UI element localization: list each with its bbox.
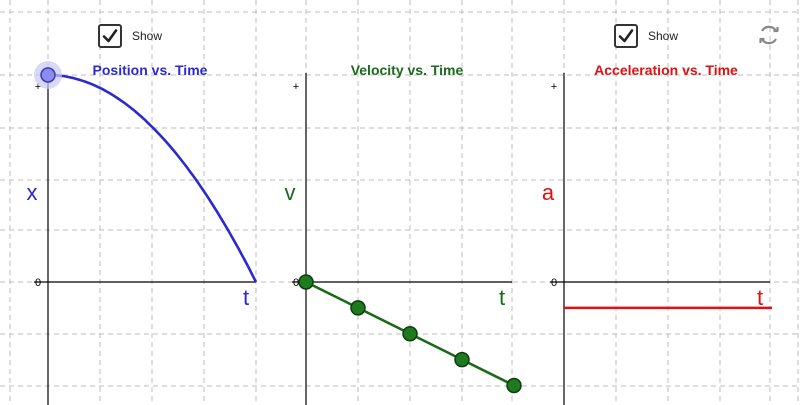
x-axis-label: t <box>757 285 763 310</box>
check-icon <box>102 29 118 43</box>
velocity-point <box>350 300 366 316</box>
x-axis-label: t <box>243 285 249 310</box>
velocity-graph: +0 Velocity vs. Time v t <box>285 62 522 405</box>
position-graph: +0 Position vs. Time x t <box>27 61 258 405</box>
y-axis-label: a <box>542 180 555 205</box>
chart-title: Velocity vs. Time <box>351 62 464 78</box>
tick-label: + <box>293 81 299 93</box>
checkbox-box[interactable] <box>614 24 638 48</box>
chart-title: Position vs. Time <box>93 62 208 78</box>
draggable-point[interactable] <box>40 67 56 83</box>
y-axis-label: v <box>285 180 296 205</box>
tick-label: + <box>35 81 41 93</box>
position-curve <box>47 73 258 283</box>
check-icon <box>618 29 634 43</box>
show-position-checkbox[interactable]: Show <box>98 24 162 48</box>
show-label: Show <box>648 29 679 43</box>
tick-label: 0 <box>293 277 299 289</box>
x-axis-label: t <box>499 285 505 310</box>
velocity-point <box>402 326 418 342</box>
refresh-icon[interactable] <box>756 22 782 48</box>
acceleration-graph: +0 Acceleration vs. Time a t <box>542 62 772 405</box>
y-axis-label: x <box>27 180 38 205</box>
checkbox-box[interactable] <box>98 24 122 48</box>
velocity-point <box>506 377 522 394</box>
show-acceleration-checkbox[interactable]: Show <box>614 24 678 48</box>
tick-label: + <box>551 81 557 93</box>
chart-title: Acceleration vs. Time <box>594 62 738 78</box>
tick-label: 0 <box>551 277 557 289</box>
tick-label: 0 <box>35 277 41 289</box>
velocity-point <box>454 351 470 368</box>
show-label: Show <box>132 29 163 43</box>
velocity-point <box>298 274 314 290</box>
